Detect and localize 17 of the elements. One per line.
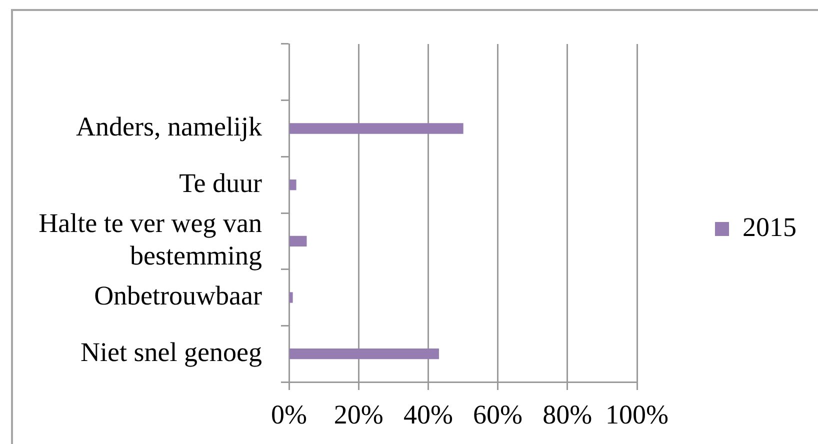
y-tick-label: Halte te ver weg van bestemming [38, 208, 262, 270]
y-tick-label: Te duur [179, 168, 262, 198]
bar [289, 180, 296, 190]
y-tick-label: Niet snel genoeg [80, 336, 262, 367]
bar [289, 123, 464, 134]
legend-label: 2015 [742, 212, 796, 242]
x-tick-label: 80% [542, 399, 592, 430]
y-tick-label: Anders, namelijk [76, 112, 262, 142]
x-tick-label: 40% [403, 399, 453, 430]
x-tick-label: 60% [473, 399, 523, 430]
x-tick-label: 100% [606, 399, 668, 430]
y-tick-label: Onbetrouwbaar [94, 280, 262, 311]
bar [289, 236, 307, 246]
x-tick-label: 0% [271, 399, 307, 430]
x-tick-label: 20% [334, 399, 384, 430]
bar [289, 348, 439, 360]
bar [289, 292, 293, 303]
